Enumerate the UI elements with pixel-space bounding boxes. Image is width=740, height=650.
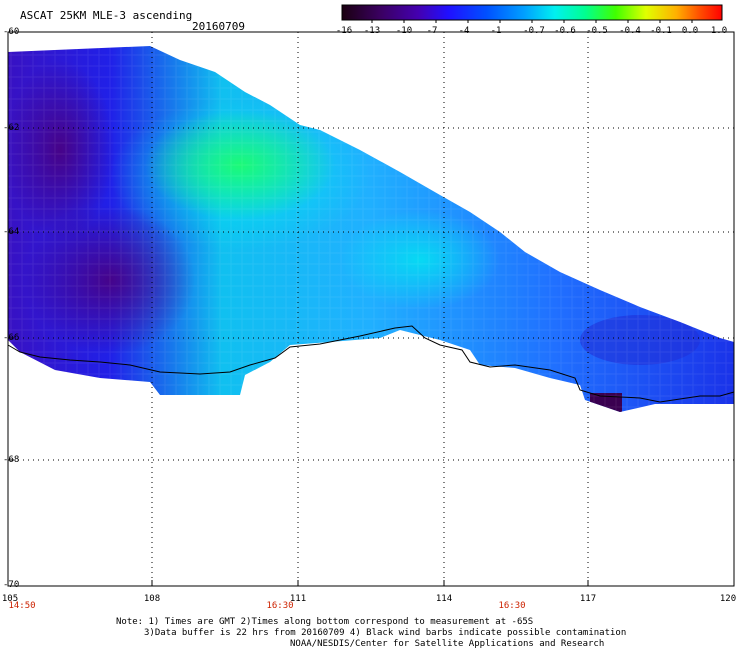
lon-label: 105 <box>1 594 19 604</box>
colorbar-label: -4 <box>458 26 470 36</box>
lon-label: 117 <box>579 594 597 604</box>
colorbar-label: -0.5 <box>586 26 608 36</box>
colorbar-label: -0.1 <box>650 26 672 36</box>
colorbar-label: 1.0 <box>710 26 728 36</box>
footnote-line-2: 3)Data buffer is 22 hrs from 20160709 4)… <box>144 628 627 638</box>
lon-label: 120 <box>719 594 737 604</box>
colorbar-label: -13 <box>363 26 381 36</box>
time-label: 16:30 <box>498 601 526 611</box>
colorbar-label: 0.0 <box>681 26 699 36</box>
colorbar-label: -1 <box>490 26 502 36</box>
colorbar-svg <box>341 4 723 23</box>
map-grid <box>8 32 734 586</box>
colorbar-label: -10 <box>395 26 413 36</box>
time-label: 14:50 <box>8 601 36 611</box>
lon-label: 111 <box>289 594 307 604</box>
colorbar-label: -0.7 <box>523 26 545 36</box>
footnote-line-1: Note: 1) Times are GMT 2)Times along bot… <box>116 617 534 627</box>
colorbar-label: -16 <box>335 26 353 36</box>
lat-label: -70 <box>3 580 20 590</box>
lat-label: -68 <box>3 455 20 465</box>
plot-frame <box>7 31 735 587</box>
colorbar-label: -0.4 <box>619 26 641 36</box>
map-title: ASCAT 25KM MLE-3 ascending <box>20 9 193 22</box>
lat-label: -60 <box>3 27 20 37</box>
map-date: 20160709 <box>192 20 245 33</box>
lat-label: -62 <box>3 123 20 133</box>
colorbar-label: -7 <box>426 26 438 36</box>
coastline <box>7 325 735 403</box>
colorbar-label: -0.6 <box>554 26 576 36</box>
time-label: 16:30 <box>266 601 294 611</box>
lon-label: 114 <box>435 594 453 604</box>
footnote-line-3: NOAA/NESDIS/Center for Satellite Applica… <box>290 639 605 649</box>
lat-label: -64 <box>3 227 20 237</box>
lat-label: -66 <box>3 333 20 343</box>
lon-label: 108 <box>143 594 161 604</box>
